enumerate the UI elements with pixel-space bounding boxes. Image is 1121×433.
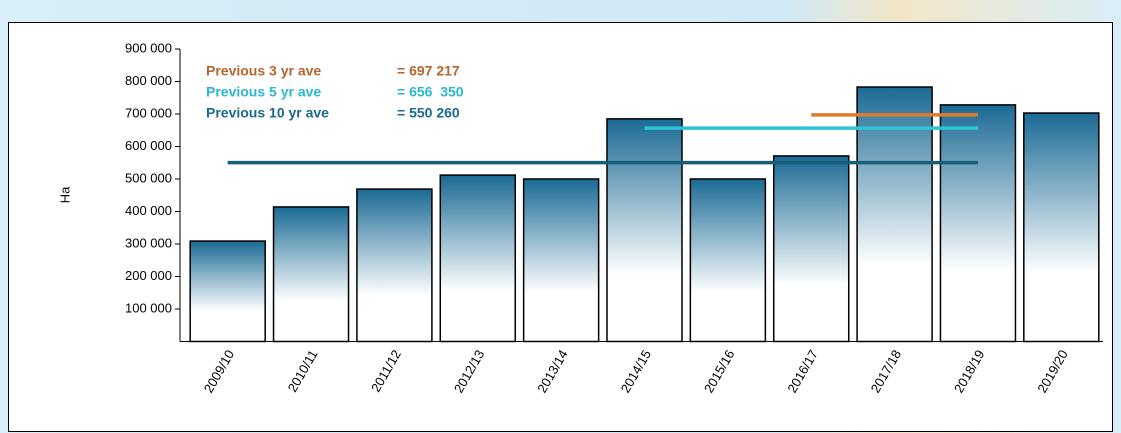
y-tick-label: 700 000 (125, 105, 172, 120)
y-tick-label: 500 000 (125, 170, 172, 185)
bar (439, 174, 517, 343)
y-axis-label: Ha (57, 186, 72, 203)
legend-label: Previous 3 yr ave (206, 63, 321, 79)
bar (522, 178, 600, 343)
bar (1023, 112, 1100, 343)
bar (356, 188, 433, 343)
bar (856, 86, 933, 343)
legend-value: = 550 260 (397, 105, 460, 121)
bar (939, 104, 1017, 343)
bar (689, 178, 767, 343)
y-tick-label: 300 000 (125, 235, 172, 250)
legend-value: = 656 350 (397, 84, 464, 100)
legend-value: = 697 217 (397, 63, 460, 79)
bar (189, 240, 266, 343)
y-tick-label: 200 000 (125, 268, 172, 283)
bar (772, 155, 850, 343)
y-tick-label: 100 000 (125, 300, 172, 315)
y-tick-label: 400 000 (125, 203, 172, 218)
legend-label: Previous 5 yr ave (206, 84, 321, 100)
y-tick-label: 900 000 (125, 40, 172, 55)
y-tick-label: 600 000 (125, 138, 172, 153)
legend-label: Previous 10 yr ave (206, 105, 329, 121)
bar (272, 206, 350, 343)
y-tick-label: 800 000 (125, 73, 172, 88)
bar (606, 118, 683, 343)
